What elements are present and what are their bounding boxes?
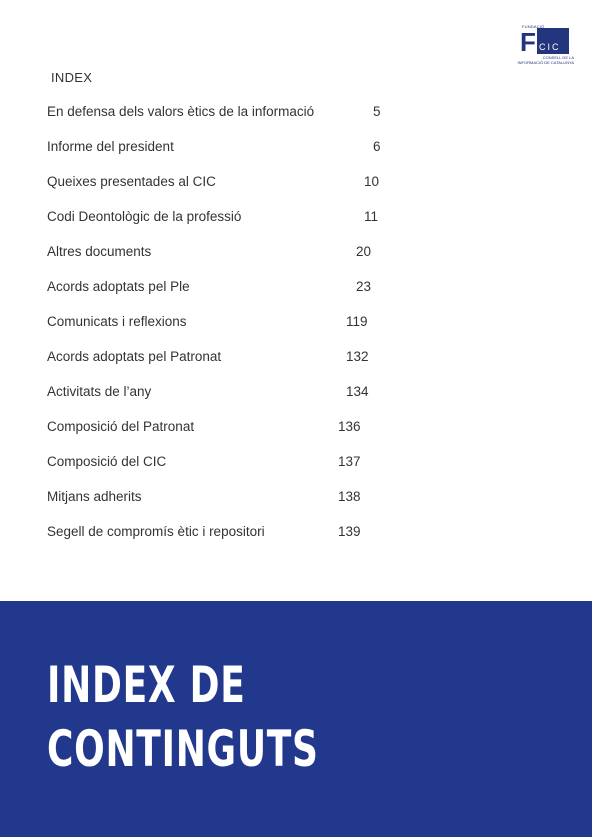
- toc-entry-title: Codi Deontològic de la professió: [47, 209, 242, 224]
- toc-entry[interactable]: En defensa dels valors ètics de la infor…: [47, 104, 407, 139]
- toc-entry-page: 134: [346, 384, 369, 399]
- index-heading: INDEX: [51, 70, 93, 85]
- toc-entry[interactable]: Comunicats i reflexions 119: [47, 314, 407, 349]
- banner-title: INDEX DE CONTINGUTS: [47, 653, 319, 781]
- banner-title-line2: CONTINGUTS: [47, 720, 319, 778]
- table-of-contents: En defensa dels valors ètics de la infor…: [47, 104, 407, 559]
- toc-entry-title: Acords adoptats pel Ple: [47, 279, 190, 294]
- toc-entry[interactable]: Informe del president 6: [47, 139, 407, 174]
- toc-entry-page: 20: [356, 244, 372, 259]
- logo-letter: F: [520, 27, 536, 57]
- toc-entry-title: Queixes presentades al CIC: [47, 174, 216, 189]
- toc-entry-page: 138: [338, 489, 361, 504]
- toc-entry-title: Informe del president: [47, 139, 174, 154]
- toc-entry-title: Composició del CIC: [47, 454, 167, 469]
- toc-entry[interactable]: Codi Deontològic de la professió 11: [47, 209, 407, 244]
- toc-entry[interactable]: Queixes presentades al CIC 10: [47, 174, 407, 209]
- toc-entry-title: Altres documents: [47, 244, 152, 259]
- title-banner: INDEX DE CONTINGUTS: [0, 601, 592, 837]
- toc-entry[interactable]: Acords adoptats pel Ple 23: [47, 279, 407, 314]
- toc-entry-page: 119: [346, 314, 368, 329]
- toc-entry-page: 6: [373, 139, 381, 154]
- toc-entry[interactable]: Acords adoptats pel Patronat 132: [47, 349, 407, 384]
- toc-entry-page: 137: [338, 454, 361, 469]
- toc-entry-title: En defensa dels valors ètics de la infor…: [47, 104, 315, 119]
- toc-entry-page: 132: [346, 349, 369, 364]
- toc-entry[interactable]: Composició del CIC 137: [47, 454, 407, 489]
- toc-entry-title: Acords adoptats pel Patronat: [47, 349, 222, 364]
- banner-title-line1: INDEX DE: [47, 656, 246, 714]
- toc-entry-page: 5: [373, 104, 381, 119]
- toc-entry[interactable]: Activitats de l’any 134: [47, 384, 407, 419]
- toc-entry-title: Mitjans adherits: [47, 489, 142, 504]
- toc-entry-page: 11: [364, 209, 379, 224]
- logo-sub-line2: INFORMACIÓ DE CATALUNYA: [517, 60, 574, 65]
- toc-entry[interactable]: Mitjans adherits 138: [47, 489, 407, 524]
- logo-subtitle: CONSELL DE LA INFORMACIÓ DE CATALUNYA: [512, 55, 574, 65]
- toc-entry[interactable]: Composició del Patronat 136: [47, 419, 407, 454]
- toc-entry-title: Composició del Patronat: [47, 419, 195, 434]
- logo-sub-line1: CONSELL DE LA: [542, 55, 574, 60]
- toc-entry-title: Segell de compromís ètic i repositori: [47, 524, 265, 539]
- toc-entry[interactable]: Altres documents 20: [47, 244, 407, 279]
- toc-entry-page: 136: [338, 419, 361, 434]
- toc-entry[interactable]: Segell de compromís ètic i repositori 13…: [47, 524, 407, 559]
- toc-entry-title: Activitats de l’any: [47, 384, 152, 399]
- toc-entry-page: 10: [364, 174, 380, 189]
- logo-box-text: CIC: [539, 42, 561, 52]
- cic-logo: FUNDACIÓ F CIC CONSELL DE LA INFORMACIÓ …: [512, 22, 574, 68]
- logo-top-text: FUNDACIÓ: [522, 24, 545, 29]
- toc-entry-title: Comunicats i reflexions: [47, 314, 187, 329]
- logo-box: CIC: [537, 28, 569, 54]
- toc-entry-page: 139: [338, 524, 361, 539]
- toc-entry-page: 23: [356, 279, 372, 294]
